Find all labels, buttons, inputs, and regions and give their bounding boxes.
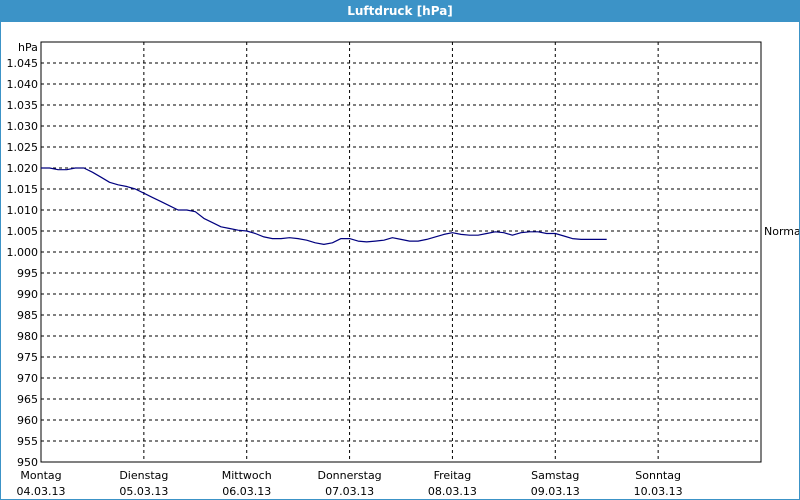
x-tick-date-label: 08.03.13 — [428, 485, 477, 498]
y-tick-label: 965 — [17, 393, 38, 406]
y-tick-label: 955 — [17, 435, 38, 448]
y-tick-label: 1.040 — [7, 78, 39, 91]
x-tick-day-label: Donnerstag — [317, 469, 381, 482]
reference-label: Normal — [764, 225, 799, 238]
y-tick-label: 950 — [17, 456, 38, 469]
y-tick-label: 1.000 — [7, 246, 39, 259]
x-tick-day-label: Montag — [20, 469, 61, 482]
x-tick-date-label: 04.03.13 — [17, 485, 66, 498]
y-tick-label: 1.030 — [7, 120, 39, 133]
x-tick-day-label: Freitag — [434, 469, 472, 482]
y-axis-label: hPa — [18, 41, 38, 54]
y-tick-label: 980 — [17, 330, 38, 343]
x-tick-date-label: 05.03.13 — [119, 485, 168, 498]
y-tick-label: 990 — [17, 288, 38, 301]
y-tick-label: 1.025 — [7, 141, 39, 154]
pressure-series-line — [41, 167, 607, 245]
x-tick-date-label: 06.03.13 — [222, 485, 271, 498]
y-tick-label: 975 — [17, 351, 38, 364]
y-tick-label: 1.045 — [7, 57, 39, 70]
y-tick-label: 985 — [17, 309, 38, 322]
x-tick-date-label: 10.03.13 — [634, 485, 683, 498]
y-tick-label: 995 — [17, 267, 38, 280]
y-tick-label: 1.010 — [7, 204, 39, 217]
x-tick-day-label: Sonntag — [635, 469, 681, 482]
y-tick-label: 970 — [17, 372, 38, 385]
x-tick-date-label: 09.03.13 — [531, 485, 580, 498]
x-tick-day-label: Dienstag — [119, 469, 168, 482]
y-tick-label: 960 — [17, 414, 38, 427]
y-tick-label: 1.005 — [7, 225, 39, 238]
y-tick-label: 1.015 — [7, 183, 39, 196]
x-tick-day-label: Samstag — [531, 469, 579, 482]
x-tick-date-label: 07.03.13 — [325, 485, 374, 498]
y-tick-label: 1.035 — [7, 99, 39, 112]
window-title: Luftdruck [hPa] — [1, 1, 799, 22]
y-tick-label: 1.020 — [7, 162, 39, 175]
x-tick-day-label: Mittwoch — [222, 469, 272, 482]
plot-frame — [40, 41, 762, 463]
